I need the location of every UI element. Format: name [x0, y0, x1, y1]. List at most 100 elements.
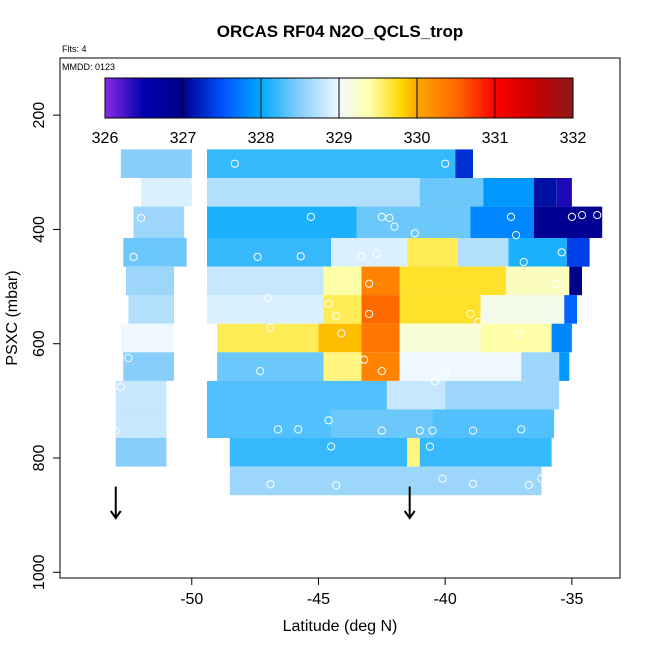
x-tick-label: -35	[560, 591, 583, 608]
sample-point	[327, 442, 336, 451]
sample-point	[365, 279, 374, 288]
heatmap-cell	[399, 352, 522, 381]
sample-point	[365, 309, 374, 319]
colorbar-tick-label: 326	[92, 130, 119, 147]
sample-point	[306, 212, 315, 221]
heatmap-cell	[123, 238, 187, 267]
sample-point	[438, 474, 447, 483]
heatmap-cell	[361, 295, 400, 324]
heatmap-cell	[123, 352, 174, 381]
heatmap-cell	[455, 149, 473, 178]
heatmap-cell	[480, 295, 565, 324]
colorbar-tick-label: 327	[170, 130, 197, 147]
sample-point	[294, 425, 303, 434]
y-axis-label: PSXC (mbar)	[4, 270, 21, 365]
colorbar-tick-label: 331	[482, 130, 509, 147]
sample-point	[468, 426, 478, 435]
sample-point	[332, 481, 341, 490]
y-tick-label: 600	[31, 330, 48, 357]
heatmap-cell	[533, 178, 557, 207]
sample-point	[519, 257, 528, 267]
colorbar-tick-label: 329	[326, 130, 353, 147]
sample-point	[593, 211, 602, 220]
heatmap-cell	[556, 178, 572, 207]
sample-point	[296, 252, 305, 261]
sample-point	[428, 426, 437, 435]
heatmap-cell	[331, 238, 408, 267]
sample-point	[377, 426, 386, 435]
sample-point	[474, 317, 483, 327]
sample-point	[273, 425, 282, 434]
heatmap-cell	[125, 266, 174, 296]
heatmap-cell	[207, 266, 324, 296]
sample-point	[230, 159, 239, 168]
sample-point	[116, 383, 125, 392]
heatmap-cell	[407, 438, 420, 467]
heatmap-cell	[207, 178, 420, 207]
heatmap-cell	[566, 238, 590, 267]
heatmap-cell	[386, 380, 446, 410]
heatmap-cell	[217, 352, 324, 381]
heatmap-cell	[559, 352, 570, 381]
heatmap-cell	[361, 323, 400, 353]
heatmap-cell	[207, 295, 324, 324]
heatmap-cell	[207, 149, 456, 178]
sample-points	[111, 159, 602, 490]
heatmap-cell	[564, 295, 577, 324]
sample-point	[441, 367, 450, 376]
heatmap-cell	[470, 206, 534, 238]
heatmap-cell	[323, 266, 362, 296]
sample-point	[263, 293, 272, 303]
sample-point	[129, 252, 138, 261]
x-tick-label: -50	[180, 591, 203, 608]
heatmap-cell	[483, 178, 534, 207]
sample-point	[266, 323, 275, 332]
y-tick-label: 1000	[31, 554, 48, 590]
heatmap-cell	[318, 323, 362, 353]
heatmap-cell	[445, 380, 560, 410]
sample-point	[425, 442, 435, 451]
colorbar-tick-label: 330	[404, 130, 431, 147]
plot-frame	[59, 57, 621, 579]
heatmap-cell	[128, 295, 174, 324]
mmdd-label: MMDD: 0123	[62, 62, 115, 72]
heatmap-cell	[207, 206, 357, 238]
arrow-head	[109, 510, 122, 520]
arrow-head	[403, 510, 416, 520]
heatmap-cell	[120, 149, 192, 178]
direction-arrows	[109, 486, 416, 520]
heatmap-cell	[508, 238, 567, 267]
sample-point	[524, 480, 533, 489]
sample-point	[537, 474, 546, 483]
sample-point	[577, 211, 587, 220]
sample-point	[466, 309, 475, 319]
sample-point	[253, 252, 262, 261]
sample-point	[385, 213, 394, 223]
sample-point	[360, 355, 369, 364]
sample-point	[430, 377, 440, 386]
sample-point	[512, 231, 521, 240]
sample-point	[441, 159, 450, 168]
heatmap-cell	[521, 352, 560, 381]
heatmap-cell	[207, 380, 387, 410]
sample-point	[266, 480, 275, 489]
sample-point	[337, 329, 346, 338]
x-tick-label: -40	[434, 591, 457, 608]
sample-point	[377, 212, 386, 221]
axes: -50 -45 -40 -35 200 400 600 800 1000	[31, 102, 584, 608]
heatmap-cell	[399, 323, 481, 353]
heatmap-cell	[356, 206, 471, 238]
heatmap-cell	[133, 206, 185, 238]
title-group: ORCAS RF04 N2O_QCLS_trop Flts: 4 MMDD: 0…	[62, 22, 463, 72]
flights-label: Flts: 4	[62, 44, 87, 54]
x-tick-label: -45	[307, 591, 330, 608]
heatmap-cell	[457, 238, 509, 267]
heatmap-cell	[207, 409, 332, 438]
sample-point	[372, 249, 381, 258]
sample-point	[377, 367, 386, 376]
heatmap-cell	[480, 323, 552, 353]
heatmap-cell	[115, 438, 167, 467]
y-tick-label: 800	[31, 445, 48, 472]
heatmap-cell	[399, 295, 481, 324]
sample-point	[390, 222, 399, 231]
